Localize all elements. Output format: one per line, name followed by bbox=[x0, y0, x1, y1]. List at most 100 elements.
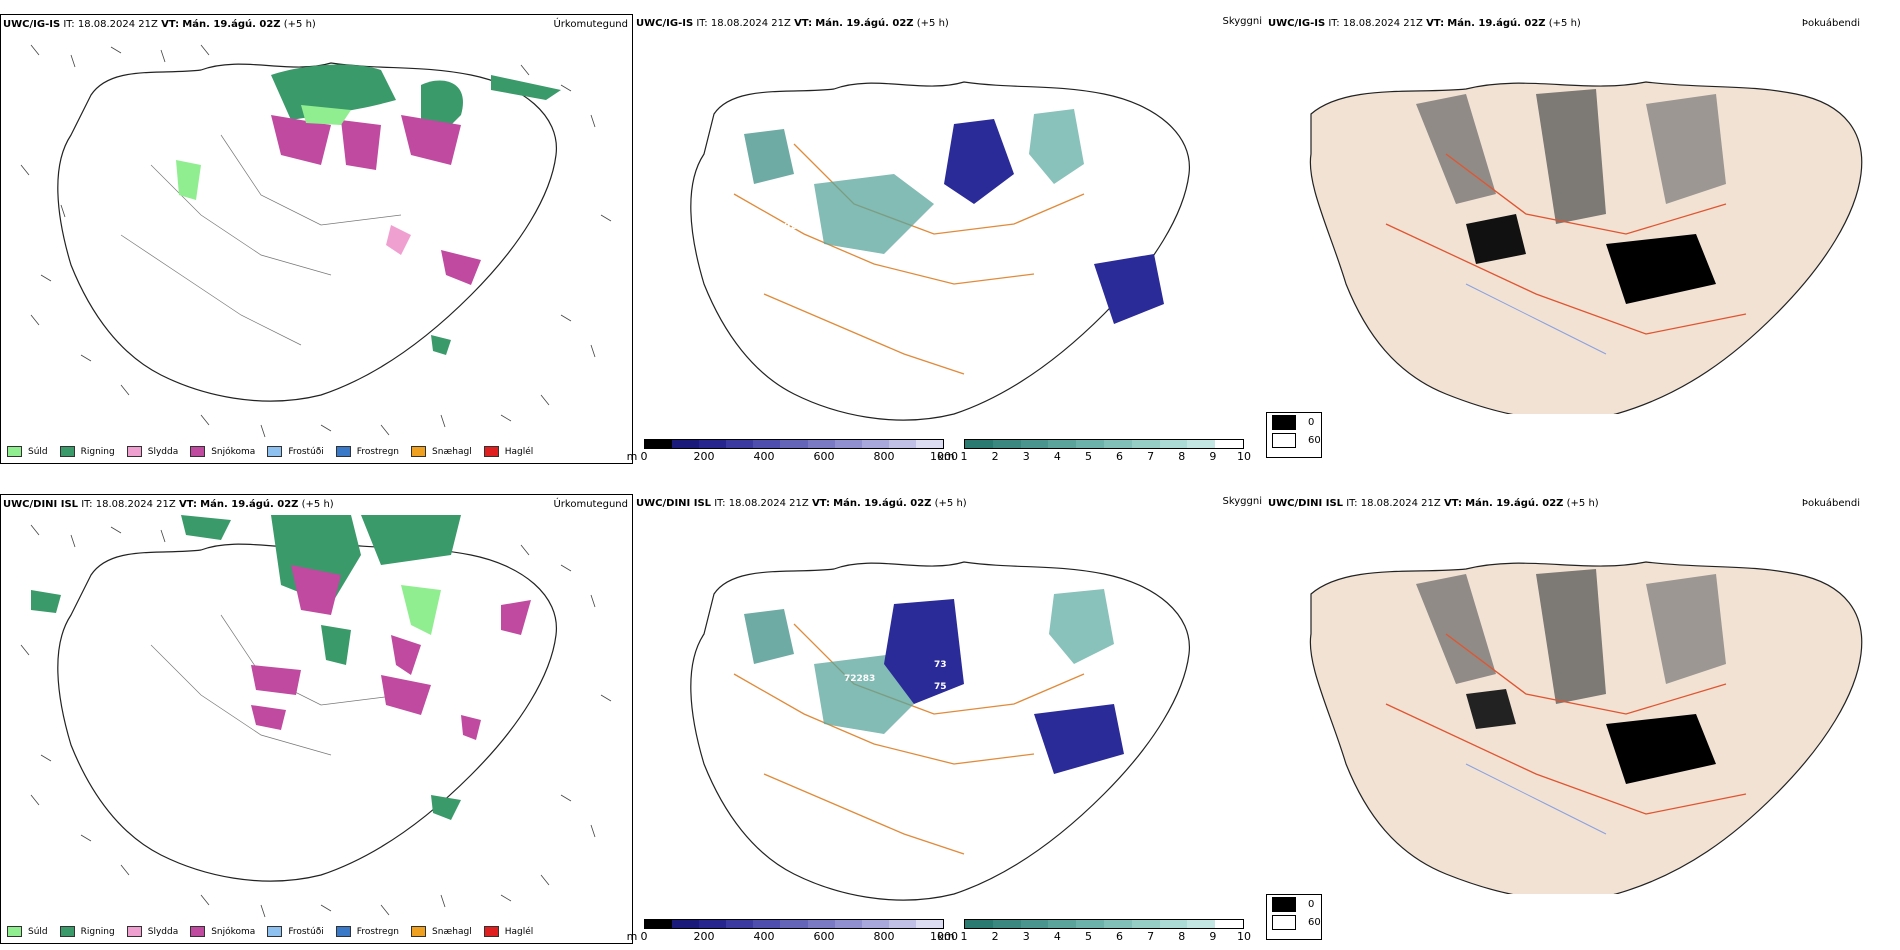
legend-swatch bbox=[267, 926, 283, 937]
colorbar-tick-label: 800 bbox=[873, 930, 895, 943]
colorbar-segment bbox=[1159, 440, 1188, 448]
visibility-map-top bbox=[690, 81, 1190, 421]
legend-item: Frostregn bbox=[335, 926, 399, 937]
header-bottom-visibility: UWC/DINI ISL IT: 18.08.2024 21Z VT: Mán.… bbox=[636, 498, 967, 509]
legend-item: Snæhagl bbox=[411, 446, 472, 457]
colorbar-segment bbox=[807, 920, 835, 928]
colorbar-segment bbox=[726, 920, 754, 928]
colorbar-segment bbox=[1215, 440, 1243, 448]
colorbar-tick-label: 400 bbox=[753, 930, 775, 943]
visibility-map-bottom bbox=[690, 561, 1190, 901]
colorbar-segment bbox=[753, 920, 781, 928]
visibility-panel-bottom: UWC/DINI ISL IT: 18.08.2024 21Z VT: Mán.… bbox=[627, 494, 1264, 944]
legend-swatch bbox=[483, 926, 499, 937]
colorbar-tick-label: 7 bbox=[1147, 930, 1155, 943]
colorbar-tick-label: 600 bbox=[813, 450, 835, 463]
fog-map-top bbox=[1309, 81, 1863, 414]
legend-item: Frostúði bbox=[267, 926, 324, 937]
colorbar-tick-label: 2 bbox=[991, 450, 999, 463]
ceiling-colorbar-bottom: m 0 200 400 600 800 1000 bbox=[627, 919, 958, 943]
colorbar-segment bbox=[888, 440, 916, 448]
precip-panel-top: UWC/IG-IS IT: 18.08.2024 21Z VT: Mán. 19… bbox=[0, 14, 633, 464]
colorbar-segment bbox=[1048, 440, 1077, 448]
colorbar-segment bbox=[1131, 920, 1160, 928]
colorbar-segment bbox=[1159, 920, 1188, 928]
legend-swatch bbox=[126, 446, 142, 457]
colorbar-segment bbox=[699, 440, 727, 448]
legend-item: Rigning bbox=[59, 446, 115, 457]
colorbar-segment bbox=[807, 440, 835, 448]
legend-swatch bbox=[335, 926, 351, 937]
precip-legend-bottom: Súld Rigning Slydda Snjókoma Frostúði Fr… bbox=[7, 926, 545, 937]
precip-map-bottom bbox=[20, 515, 612, 918]
colorbar-tick-label: 200 bbox=[693, 930, 715, 943]
fog-key-row: 0 bbox=[1267, 895, 1321, 913]
header-bottom-fog: UWC/DINI ISL IT: 18.08.2024 21Z VT: Mán.… bbox=[1268, 498, 1599, 509]
legend-swatch bbox=[7, 446, 22, 457]
colorbar-tick-label: 0 bbox=[640, 930, 648, 943]
colorbar-segment bbox=[861, 920, 889, 928]
legend-swatch bbox=[411, 446, 427, 457]
colorbar-tick-label: 8 bbox=[1178, 930, 1186, 943]
legend-item: Haglél bbox=[483, 446, 533, 457]
colorbar-tick-label: 4 bbox=[1053, 930, 1061, 943]
legend-item: Súld bbox=[7, 926, 48, 937]
legend-item: Snjókoma bbox=[190, 926, 255, 937]
fog-key-row: 0 bbox=[1267, 413, 1321, 431]
colorbar-segment bbox=[1020, 920, 1049, 928]
vis-value-label: 79 bbox=[934, 202, 947, 212]
header-bottom-precip: UWC/DINI ISL IT: 18.08.2024 21Z VT: Mán.… bbox=[3, 499, 334, 510]
precip-panel-bottom: UWC/DINI ISL IT: 18.08.2024 21Z VT: Mán.… bbox=[0, 494, 633, 944]
vis-value-label: 75 bbox=[934, 682, 947, 692]
vis-labels-top: 92 79 108 bbox=[754, 114, 1174, 364]
vis-value-label: 72283 bbox=[844, 674, 876, 684]
colorbar-tick-label: 6 bbox=[1116, 450, 1124, 463]
visibility-colorbar-bottom: km 1 2 3 4 5 6 7 8 9 10 bbox=[937, 919, 1251, 943]
colorbar-segment bbox=[834, 440, 862, 448]
colorbar-tick-label: 3 bbox=[1022, 930, 1030, 943]
colorbar-segment bbox=[1103, 440, 1132, 448]
colorbar-segment bbox=[780, 920, 808, 928]
colorbar-segment bbox=[834, 920, 862, 928]
panel-title-visibility-bottom: Skyggni bbox=[1222, 496, 1262, 507]
vis-value-label: 73 bbox=[934, 660, 947, 670]
fog-panel-bottom: UWC/DINI ISL IT: 18.08.2024 21Z VT: Mán.… bbox=[1266, 494, 1900, 894]
fog-key-bottom: 0 60 bbox=[1266, 894, 1322, 940]
legend-swatch bbox=[190, 926, 206, 937]
colorbar-tick-label: 1 bbox=[960, 930, 968, 943]
colorbar-tick-label: 10 bbox=[1237, 450, 1251, 463]
panel-title-visibility-top: Skyggni bbox=[1222, 16, 1262, 27]
legend-item: Frostregn bbox=[335, 446, 399, 457]
colorbar-segment bbox=[1048, 920, 1077, 928]
colorbar-segment bbox=[645, 440, 673, 448]
panel-title-fog-top: Þokuábendi bbox=[1801, 18, 1860, 29]
fog-key-row: 60 bbox=[1267, 431, 1321, 449]
legend-item: Haglél bbox=[483, 926, 533, 937]
colorbar-tick-label: 200 bbox=[693, 450, 715, 463]
colorbar-segment bbox=[699, 920, 727, 928]
colorbar-tick-label: 9 bbox=[1209, 930, 1217, 943]
legend-swatch bbox=[126, 926, 142, 937]
legend-swatch bbox=[335, 446, 351, 457]
fog-map-bottom bbox=[1309, 561, 1863, 894]
colorbar-segment bbox=[1187, 440, 1216, 448]
legend-item: Snæhagl bbox=[411, 926, 472, 937]
header-top-visibility: UWC/IG-IS IT: 18.08.2024 21Z VT: Mán. 19… bbox=[636, 18, 949, 29]
header-top-precip: UWC/IG-IS IT: 18.08.2024 21Z VT: Mán. 19… bbox=[3, 19, 316, 30]
colorbar-tick-label: 600 bbox=[813, 930, 835, 943]
colorbar-segment bbox=[672, 440, 700, 448]
header-top-fog: UWC/IG-IS IT: 18.08.2024 21Z VT: Mán. 19… bbox=[1268, 18, 1581, 29]
colorbar-segment bbox=[726, 440, 754, 448]
colorbar-tick-label: 9 bbox=[1209, 450, 1217, 463]
colorbar-segment bbox=[780, 440, 808, 448]
colorbar-segment bbox=[888, 920, 916, 928]
colorbar-tick-label: 3 bbox=[1022, 450, 1030, 463]
vis-value-label: 108 bbox=[1002, 184, 1021, 194]
precip-map-top bbox=[20, 44, 612, 438]
fog-key-row: 60 bbox=[1267, 913, 1321, 931]
legend-swatch bbox=[7, 926, 22, 937]
legend-swatch bbox=[483, 446, 499, 457]
legend-item: Slydda bbox=[126, 446, 178, 457]
colorbar-segment bbox=[965, 920, 993, 928]
colorbar-segment bbox=[1187, 920, 1216, 928]
